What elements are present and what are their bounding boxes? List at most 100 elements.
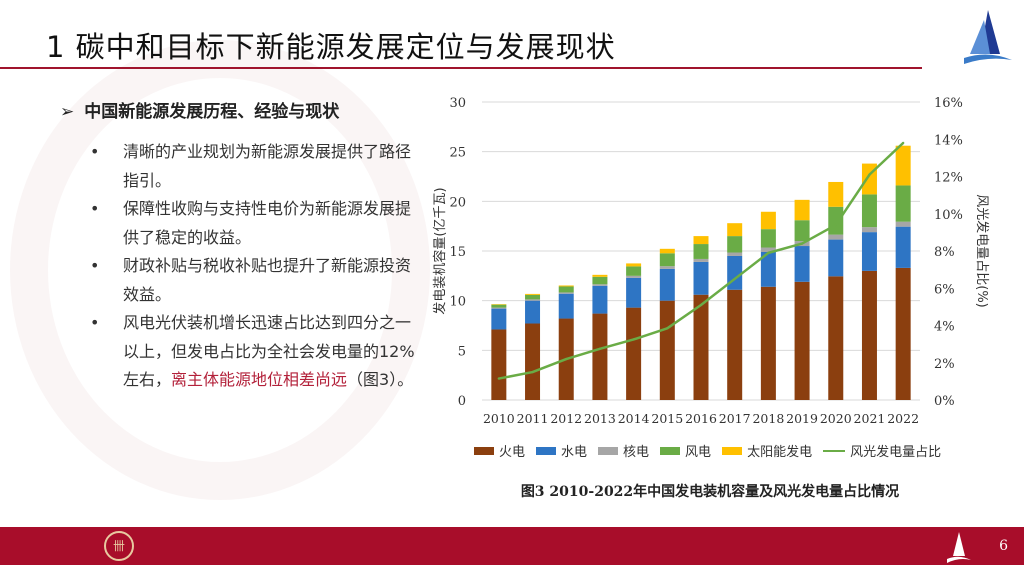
share-point-2021 bbox=[868, 173, 871, 176]
bullet-item: • 风电光伏装机增长迅速占比达到四分之一以上，但发电占比为全社会发电量的12%左右… bbox=[90, 309, 420, 395]
legend-label: 风光发电量占比 bbox=[850, 445, 942, 460]
share-point-2015 bbox=[666, 327, 669, 330]
x-tick-label: 2013 bbox=[584, 411, 616, 426]
sail-logo-footer-icon bbox=[947, 532, 971, 563]
share-point-2012 bbox=[565, 357, 568, 361]
bar-核电-2013 bbox=[592, 284, 608, 286]
share-point-2017 bbox=[733, 277, 736, 281]
bar-火电-2020 bbox=[828, 276, 844, 400]
share-point-2020 bbox=[834, 223, 837, 227]
bar-风电-2016 bbox=[693, 244, 709, 259]
legend-line-swatch bbox=[823, 449, 846, 452]
x-tick-label: 2018 bbox=[752, 411, 784, 426]
bar-水电-2013 bbox=[592, 285, 608, 314]
bar-火电-2015 bbox=[659, 300, 675, 400]
y-tick-label: 5 bbox=[458, 344, 466, 359]
section-heading: ➢ 中国新能源发展历程、经验与现状 bbox=[60, 97, 339, 122]
share-point-2019 bbox=[800, 242, 804, 245]
bar-水电-2016 bbox=[693, 261, 709, 295]
y-tick-label: 15 bbox=[449, 245, 466, 260]
bullet-dot-icon: • bbox=[90, 199, 100, 218]
bar-核电-2018 bbox=[760, 247, 776, 252]
bar-水电-2011 bbox=[525, 300, 541, 324]
bar-水电-2021 bbox=[861, 232, 877, 271]
bar-太阳能发电-2018 bbox=[760, 211, 776, 230]
figure-caption: 图3 2010-2022年中国发电装机容量及风光发电量占比情况 bbox=[520, 484, 900, 500]
y-axis-label: 发电装机容量(亿千瓦) bbox=[432, 187, 448, 314]
bullet-text: 财政补贴与税收补贴也提升了新能源投资效益。 bbox=[123, 256, 412, 304]
bullet-tail: （图3）。 bbox=[347, 370, 414, 389]
page-number: 6 bbox=[999, 538, 1008, 554]
bar-风电-2019 bbox=[794, 220, 810, 242]
legend-swatch bbox=[598, 446, 619, 455]
legend-swatch bbox=[474, 446, 494, 455]
legend-label: 风电 bbox=[685, 445, 712, 460]
y2-tick-label: 4% bbox=[934, 320, 955, 335]
y-tick-label: 25 bbox=[449, 146, 466, 161]
y2-tick-label: 14% bbox=[934, 133, 963, 148]
bullet-highlight: 离主体能源地位相差尚远 bbox=[171, 370, 348, 389]
bar-太阳能发电-2013 bbox=[592, 274, 608, 277]
y-tick-label: 30 bbox=[449, 96, 466, 111]
legend-label: 火电 bbox=[499, 445, 526, 460]
bar-风电-2018 bbox=[760, 229, 776, 248]
share-point-2016 bbox=[699, 303, 703, 307]
bar-火电-2017 bbox=[727, 289, 743, 400]
y2-axis-label: 风光发电量占比(%) bbox=[974, 194, 990, 308]
bar-火电-2011 bbox=[525, 323, 541, 400]
x-tick-label: 2022 bbox=[887, 411, 919, 426]
bar-核电-2016 bbox=[693, 258, 709, 262]
bar-核电-2017 bbox=[727, 252, 743, 256]
share-point-2013 bbox=[598, 347, 602, 350]
x-tick-label: 2010 bbox=[483, 411, 515, 426]
university-seal-icon: 卌 bbox=[104, 531, 134, 561]
bar-水电-2020 bbox=[828, 239, 844, 277]
bar-核电-2014 bbox=[626, 275, 642, 278]
bar-水电-2010 bbox=[491, 308, 507, 330]
share-point-2010 bbox=[497, 377, 501, 380]
y2-tick-label: 8% bbox=[934, 245, 955, 260]
bar-火电-2022 bbox=[895, 267, 911, 400]
bar-风电-2013 bbox=[592, 276, 608, 285]
bar-太阳能发电-2019 bbox=[794, 199, 810, 221]
bar-风电-2014 bbox=[626, 266, 642, 276]
bullet-item: • 财政补贴与税收补贴也提升了新能源投资效益。 bbox=[90, 252, 420, 309]
x-tick-label: 2012 bbox=[550, 411, 582, 426]
bar-火电-2016 bbox=[693, 294, 709, 400]
share-point-2011 bbox=[531, 370, 534, 374]
bar-火电-2019 bbox=[794, 281, 810, 400]
bullet-dot-icon: • bbox=[90, 313, 100, 332]
legend-swatch bbox=[536, 446, 557, 455]
share-point-2022 bbox=[901, 141, 905, 145]
bar-核电-2015 bbox=[659, 266, 675, 269]
bar-太阳能发电-2011 bbox=[525, 293, 541, 295]
bar-风电-2015 bbox=[659, 253, 675, 267]
bar-太阳能发电-2022 bbox=[895, 145, 911, 186]
bar-核电-2011 bbox=[525, 299, 541, 301]
y2-tick-label: 0% bbox=[934, 394, 955, 409]
share-point-2018 bbox=[767, 251, 770, 255]
x-tick-label: 2014 bbox=[618, 411, 650, 426]
sail-logo-icon bbox=[964, 10, 1012, 64]
arrow-bullet-icon: ➢ bbox=[60, 102, 75, 122]
bar-火电-2013 bbox=[592, 313, 608, 400]
chart-legend: 火电 水电 核电 风电 太阳能发电 风光发电量占比 bbox=[468, 441, 941, 460]
x-tick-label: 2016 bbox=[685, 411, 717, 426]
bar-风电-2010 bbox=[491, 304, 507, 308]
bar-水电-2017 bbox=[727, 255, 743, 290]
bar-火电-2010 bbox=[491, 329, 507, 400]
bullet-dot-icon: • bbox=[90, 256, 100, 275]
bar-太阳能发电-2016 bbox=[693, 236, 709, 245]
bar-核电-2020 bbox=[828, 234, 844, 240]
bar-水电-2015 bbox=[659, 268, 675, 301]
bar-水电-2018 bbox=[760, 251, 776, 287]
x-tick-label: 2017 bbox=[719, 411, 751, 426]
bar-太阳能发电-2017 bbox=[727, 223, 743, 237]
bar-核电-2021 bbox=[861, 227, 877, 233]
legend-swatch bbox=[660, 446, 681, 455]
legend-swatch bbox=[722, 446, 743, 455]
bar-火电-2021 bbox=[861, 270, 877, 400]
bar-风电-2011 bbox=[525, 294, 541, 300]
x-tick-label: 2019 bbox=[786, 411, 818, 426]
title-divider bbox=[0, 67, 922, 69]
